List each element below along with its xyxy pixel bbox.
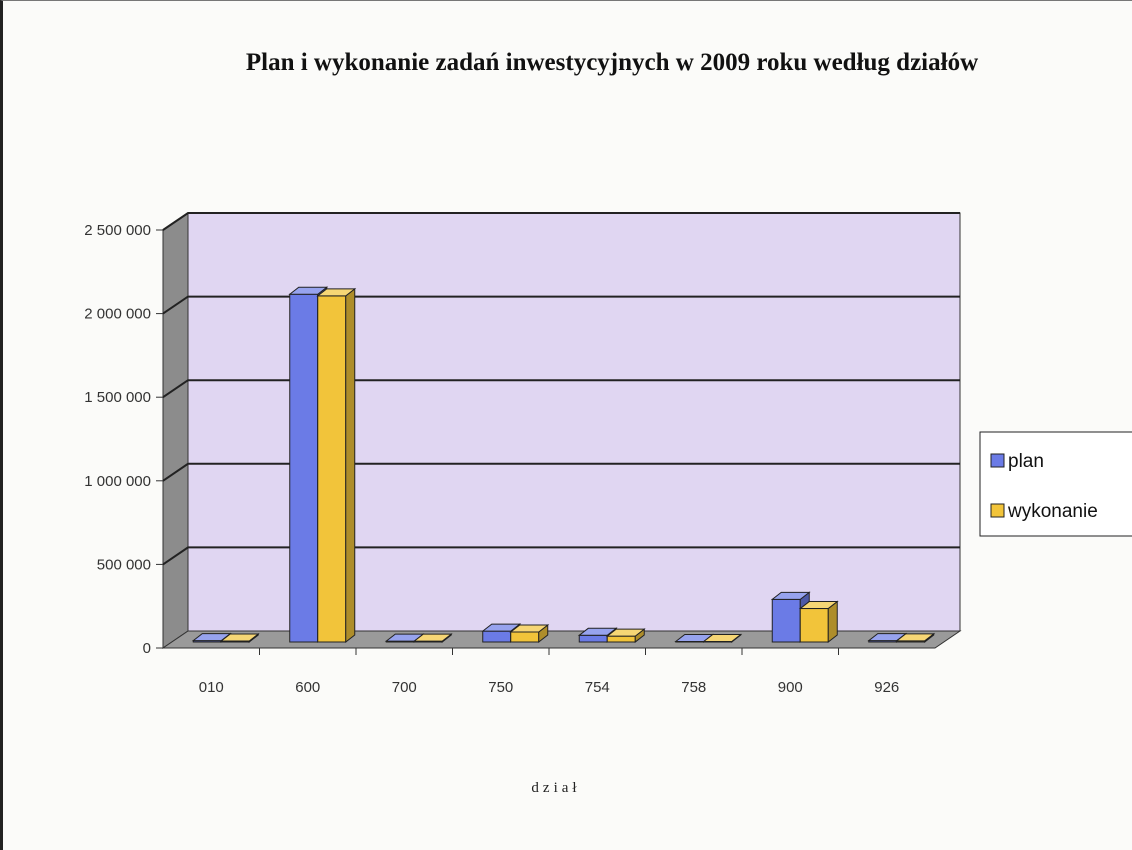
floor xyxy=(161,630,962,649)
legend-label-plan: plan xyxy=(1008,451,1044,472)
gridline xyxy=(162,462,960,482)
bar-wykonanie-010 xyxy=(219,632,260,644)
legend: plan wykonanie xyxy=(979,431,1132,537)
bar-face xyxy=(606,635,636,643)
bar-wykonanie-754 xyxy=(605,628,646,644)
bar-top xyxy=(412,633,453,642)
x-tick-label: 900 xyxy=(778,679,803,696)
bar-top xyxy=(481,623,522,632)
bar-face xyxy=(578,634,608,643)
legend-box xyxy=(979,431,1132,537)
bar-top xyxy=(798,601,839,610)
gridline xyxy=(162,379,960,399)
bar-top xyxy=(288,286,329,295)
x-axis-ticks: 010 600 700 750 754 758 900 926 xyxy=(199,648,899,696)
x-tick-label: 758 xyxy=(681,679,706,696)
x-tick-label: 700 xyxy=(392,679,417,696)
bars xyxy=(191,286,936,644)
y-tick-label: 500 000 xyxy=(97,556,151,573)
y-tick-label: 2 500 000 xyxy=(84,222,151,239)
bar-side xyxy=(345,287,356,644)
bar-wykonanie-700 xyxy=(412,633,453,644)
bar-top xyxy=(316,288,357,297)
bar-face xyxy=(799,608,829,643)
bar-top xyxy=(509,624,550,633)
legend-label-wykonanie: wykonanie xyxy=(1007,501,1098,522)
x-tick-label: 010 xyxy=(199,679,224,696)
bar-face xyxy=(482,630,512,643)
bar-wykonanie-750 xyxy=(509,623,550,644)
y-tick-label: 2 000 000 xyxy=(84,306,151,323)
gridline xyxy=(162,546,960,566)
y-axis-ticks: 0 500 000 1 000 000 1 500 000 2 000 000 2 500… xyxy=(84,222,163,657)
bar-plan-926 xyxy=(867,632,908,644)
y-tick-label: 0 xyxy=(143,640,151,657)
side-wall xyxy=(162,212,189,649)
gridlines xyxy=(162,212,960,566)
bar-top xyxy=(770,591,811,600)
bar-face xyxy=(289,293,319,643)
bar-wykonanie-758 xyxy=(702,633,743,644)
bar-face xyxy=(317,295,347,643)
legend-swatch-plan xyxy=(990,453,1005,468)
plot-walls xyxy=(161,212,962,649)
gridline xyxy=(162,295,960,315)
gridline xyxy=(162,212,960,231)
bar-top xyxy=(577,627,618,636)
y-tick-label: 1 500 000 xyxy=(84,389,151,406)
x-axis-label: dział xyxy=(531,780,580,796)
bar-wykonanie-900 xyxy=(798,600,839,644)
x-tick-label: 600 xyxy=(295,679,320,696)
chart-title: Plan i wykonanie zadań inwestycyjnych w … xyxy=(246,49,978,76)
x-tick-label: 754 xyxy=(585,679,610,696)
bar-face xyxy=(771,598,801,643)
bar-face xyxy=(510,631,540,643)
x-tick-label: 750 xyxy=(488,679,513,696)
bar-top xyxy=(219,633,260,642)
x-tick-label: 926 xyxy=(874,679,899,696)
legend-swatch-wykonanie xyxy=(990,503,1005,518)
bar-wykonanie-926 xyxy=(895,632,936,644)
bar-wykonanie-600 xyxy=(316,287,357,644)
y-tick-label: 1 000 000 xyxy=(84,473,151,490)
bar-top xyxy=(702,633,743,642)
bar-top xyxy=(605,628,646,637)
bar-top xyxy=(895,633,936,642)
